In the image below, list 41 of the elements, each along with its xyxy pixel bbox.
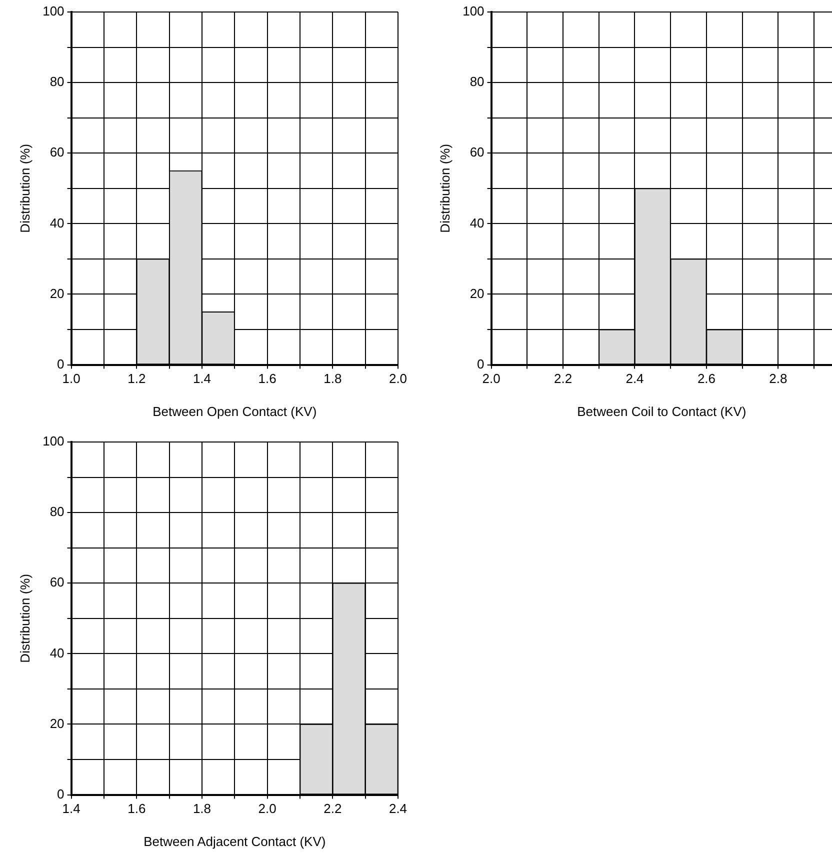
x-tick-label: 2.2	[324, 801, 342, 816]
y-tick-label: 60	[50, 574, 64, 590]
x-tick-label: 1.6	[128, 801, 146, 816]
x-tick-label: 2.0	[258, 801, 276, 816]
y-axis-title: Distribution (%)	[17, 574, 32, 663]
x-tick-label: 1.8	[192, 801, 212, 816]
y-tick-label: 0	[57, 786, 64, 802]
x-tick-label: 2.2	[554, 371, 572, 386]
y-tick-label: 80	[50, 74, 64, 90]
y-tick-label: 100	[42, 4, 64, 19]
x-tick-label: 2.0	[388, 371, 408, 386]
x-axis-title: Between Adjacent Contact (KV)	[144, 834, 326, 849]
y-axis-title: Distribution (%)	[17, 144, 32, 233]
x-tick-label: 1.4	[192, 371, 212, 386]
x-tick-label: 2.0	[482, 371, 500, 386]
y-tick-label: 60	[50, 144, 64, 160]
y-tick-label: 100	[462, 4, 484, 19]
y-tick-label: 40	[50, 645, 64, 660]
x-tick-label: 1.0	[62, 371, 80, 386]
y-tick-label: 40	[50, 215, 64, 230]
x-tick-label: 2.4	[626, 371, 644, 386]
x-tick-label: 1.2	[128, 371, 146, 386]
y-tick-label: 20	[50, 716, 64, 731]
x-tick-label: 2.4	[388, 801, 408, 816]
x-tick-label: 1.8	[324, 371, 342, 386]
y-axis-title: Distribution (%)	[437, 144, 452, 233]
x-tick-label: 1.4	[62, 801, 80, 816]
x-tick-label: 1.6	[258, 371, 276, 386]
x-axis-title: Between Coil to Contact (KV)	[577, 404, 746, 419]
y-tick-label: 20	[470, 286, 484, 301]
x-axis-title: Between Open Contact (KV)	[152, 404, 317, 419]
y-tick-label: 0	[477, 356, 484, 372]
y-tick-label: 0	[57, 356, 64, 372]
x-tick-label: 2.8	[769, 371, 788, 386]
y-tick-label: 40	[470, 215, 484, 230]
y-tick-label: 20	[50, 286, 64, 301]
y-tick-label: 60	[470, 144, 484, 160]
y-tick-label: 100	[42, 434, 64, 449]
x-tick-label: 2.6	[697, 371, 716, 386]
y-tick-label: 80	[470, 74, 484, 90]
y-tick-label: 80	[50, 504, 64, 520]
